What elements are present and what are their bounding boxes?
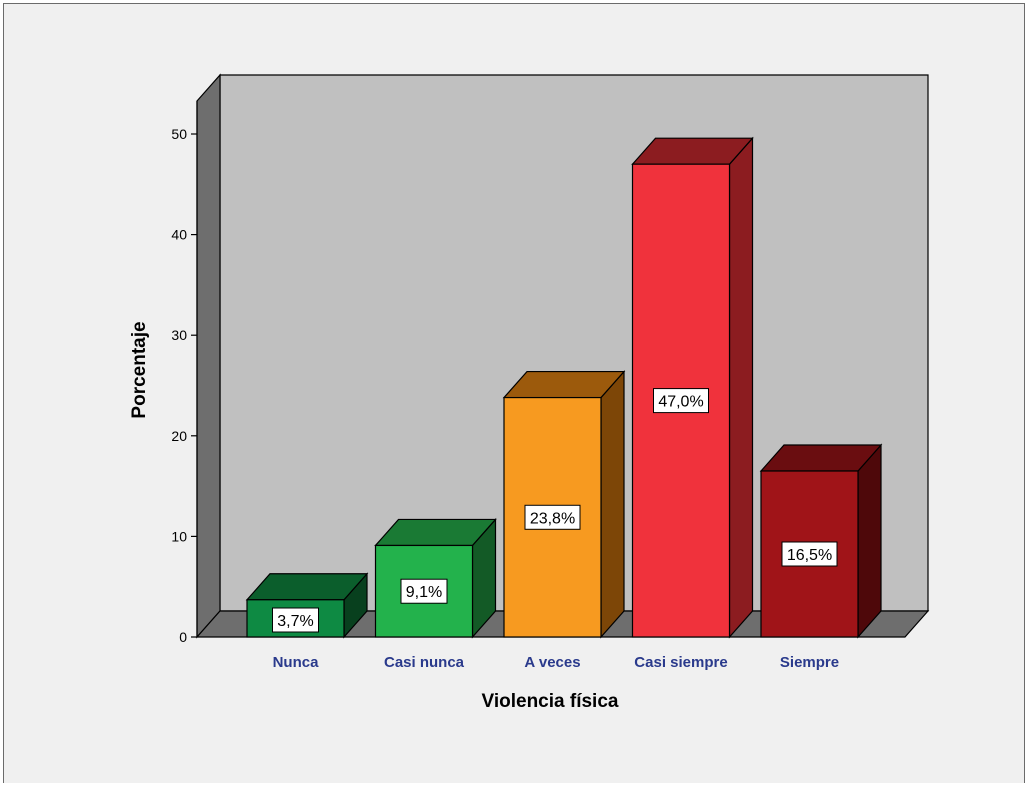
x-axis-title: Violencia física [482, 691, 619, 712]
bar: 9,1% [374, 517, 497, 639]
data-label: 47,0% [658, 394, 703, 411]
data-label-box [400, 578, 448, 604]
y-axis-title: Porcentaje [129, 321, 150, 418]
bars: 3,7% 9,1% 23,8% 47,0% 16,5% [245, 136, 883, 639]
y-tick-label: 50 [171, 126, 187, 142]
y-tick-label: 20 [171, 428, 187, 444]
bar: 3,7% [245, 572, 369, 639]
x-tick-label: Siempre [780, 654, 839, 671]
x-tick-label: Casi siempre [634, 654, 727, 671]
side-wall [196, 73, 221, 639]
data-label: 3,7% [277, 613, 313, 630]
x-tick-label: A veces [524, 654, 580, 671]
bar: 16,5% [759, 443, 883, 639]
data-label: 16,5% [787, 547, 832, 564]
data-label-box [272, 607, 319, 633]
y-tick-label: 10 [171, 528, 187, 544]
data-label-box [524, 504, 581, 530]
bar-side [728, 136, 754, 639]
x-axis: Nunca Casi nunca A veces Casi siempre Siempr… [273, 654, 840, 671]
data-label-box [781, 541, 838, 567]
bar: 23,8% [502, 369, 626, 639]
data-label: 9,1% [406, 584, 442, 601]
bar-side [857, 443, 882, 639]
y-tick-label: 40 [171, 227, 187, 243]
y-axis: 0 10 20 30 40 50 [171, 101, 198, 645]
bar-side [600, 369, 625, 639]
data-label-box [653, 388, 709, 414]
y-tick-label: 30 [171, 327, 187, 343]
data-label: 23,8% [530, 510, 575, 527]
x-tick-label: Casi nunca [384, 654, 465, 671]
x-tick-label: Nunca [273, 654, 320, 671]
y-tick-label: 0 [179, 629, 187, 645]
bar: 47,0% [631, 136, 754, 639]
